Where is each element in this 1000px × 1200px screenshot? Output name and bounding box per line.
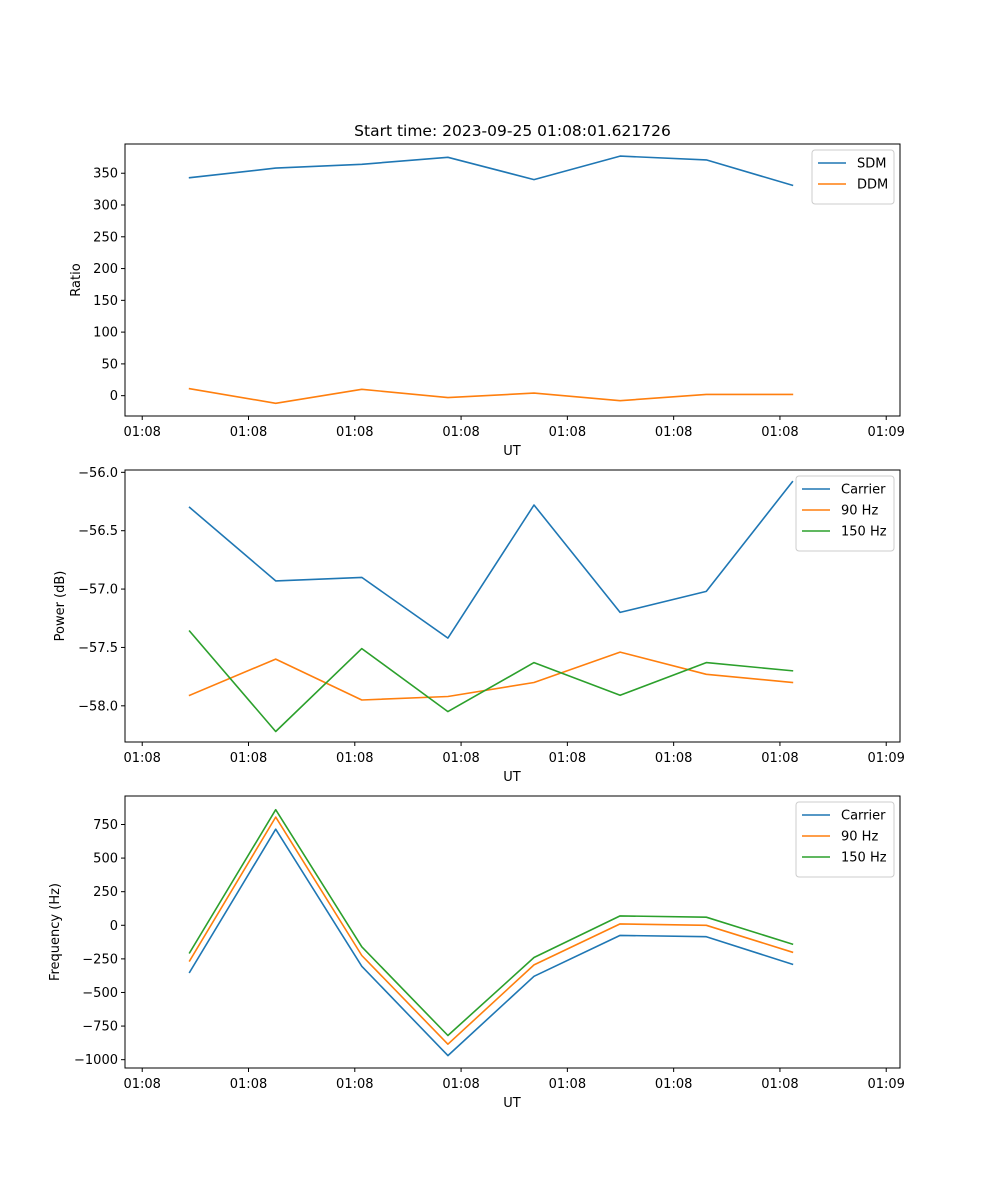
series-line-150-hz [188, 629, 794, 733]
legend-label: Carrier [841, 809, 886, 824]
x-tick-label: 01:08 [336, 1077, 373, 1092]
series-line-90-hz [188, 651, 794, 701]
x-tick-label: 01:09 [867, 425, 904, 440]
x-tick-label: 01:09 [867, 1077, 904, 1092]
x-axis-label: UT [503, 444, 521, 459]
y-tick-label: 250 [93, 230, 118, 245]
x-tick-label: 01:08 [230, 1077, 267, 1092]
x-tick-label: 01:08 [123, 1077, 160, 1092]
x-tick-label: 01:08 [123, 425, 160, 440]
y-tick-label: −56.0 [78, 466, 118, 481]
y-tick-label: 50 [101, 357, 118, 372]
y-tick-label: 150 [93, 294, 118, 309]
legend: Carrier 90 Hz 150 Hz [795, 475, 895, 552]
y-tick-label: −56.5 [78, 524, 118, 539]
x-tick-label: 01:08 [123, 751, 160, 766]
x-tick-label: 01:08 [655, 1077, 692, 1092]
axes-frame [124, 469, 901, 743]
legend-label: 150 Hz [841, 525, 887, 540]
subplot-3: 01:08 01:08 01:08 01:08 01:08 01:08 01:08 01:09… [48, 795, 905, 1111]
series-line-carrier [188, 828, 794, 1057]
legend-label: 90 Hz [841, 830, 878, 845]
x-tick-label: 01:08 [655, 425, 692, 440]
subplot-2: 01:08 01:08 01:08 01:08 01:08 01:08 01:08 01:09… [53, 466, 905, 785]
x-tick-label: 01:08 [761, 1077, 798, 1092]
x-axis-label: UT [503, 770, 521, 785]
x-tick-label: 01:08 [442, 425, 479, 440]
legend-label: 150 Hz [841, 851, 887, 866]
series-line-sdm [188, 155, 794, 187]
y-tick-label: −58.0 [78, 699, 118, 714]
x-tick-label: 01:08 [549, 1077, 586, 1092]
y-tick-label: −500 [82, 986, 118, 1001]
y-tick-label: −57.5 [78, 641, 118, 656]
legend-label: SDM [857, 157, 886, 172]
x-tick-label: 01:08 [336, 751, 373, 766]
y-tick-label: 0 [110, 389, 118, 404]
legend: Carrier 90 Hz 150 Hz [795, 801, 895, 878]
y-tick-label: 350 [93, 167, 118, 182]
y-tick-label: −750 [82, 1020, 118, 1035]
y-tick-label: 750 [93, 818, 118, 833]
y-tick-label: 500 [93, 852, 118, 867]
x-tick-label: 01:08 [230, 751, 267, 766]
series-line-150-hz [188, 808, 794, 1037]
x-tick-label: 01:08 [442, 751, 479, 766]
y-tick-label: 100 [93, 326, 118, 341]
legend: SDM DDM [811, 149, 895, 205]
legend-box [795, 801, 895, 878]
legend-label: 90 Hz [841, 504, 878, 519]
y-tick-label: −250 [82, 952, 118, 967]
axes-frame [124, 143, 901, 417]
legend-label: DDM [857, 178, 888, 193]
y-axis-label: Ratio [69, 263, 84, 296]
y-tick-label: −57.0 [78, 583, 118, 598]
y-axis-label: Power (dB) [53, 571, 68, 642]
y-tick-label: 200 [93, 262, 118, 277]
y-tick-label: 300 [93, 199, 118, 214]
series-line-90-hz [188, 816, 794, 1045]
subplots: 01:08 01:08 01:08 01:08 01:08 01:08 01:08 01:09… [48, 143, 905, 1111]
subplot-1: 01:08 01:08 01:08 01:08 01:08 01:08 01:08 01:09… [69, 143, 905, 459]
x-tick-label: 01:09 [867, 751, 904, 766]
y-tick-label: 250 [93, 885, 118, 900]
x-tick-label: 01:08 [230, 425, 267, 440]
x-tick-label: 01:08 [549, 425, 586, 440]
y-tick-label: −1000 [74, 1053, 118, 1068]
x-tick-label: 01:08 [655, 751, 692, 766]
x-tick-label: 01:08 [442, 1077, 479, 1092]
axes-frame [124, 795, 901, 1069]
x-axis-label: UT [503, 1096, 521, 1111]
x-tick-label: 01:08 [336, 425, 373, 440]
series-line-carrier [188, 480, 794, 639]
chart-title: Start time: 2023-09-25 01:08:01.621726 [354, 122, 671, 140]
y-tick-label: 0 [110, 919, 118, 934]
legend-label: Carrier [841, 483, 886, 498]
x-tick-label: 01:08 [761, 425, 798, 440]
y-axis-label: Frequency (Hz) [48, 883, 63, 981]
series-line-ddm [188, 387, 794, 405]
x-tick-label: 01:08 [549, 751, 586, 766]
legend-box [795, 475, 895, 552]
x-tick-label: 01:08 [761, 751, 798, 766]
